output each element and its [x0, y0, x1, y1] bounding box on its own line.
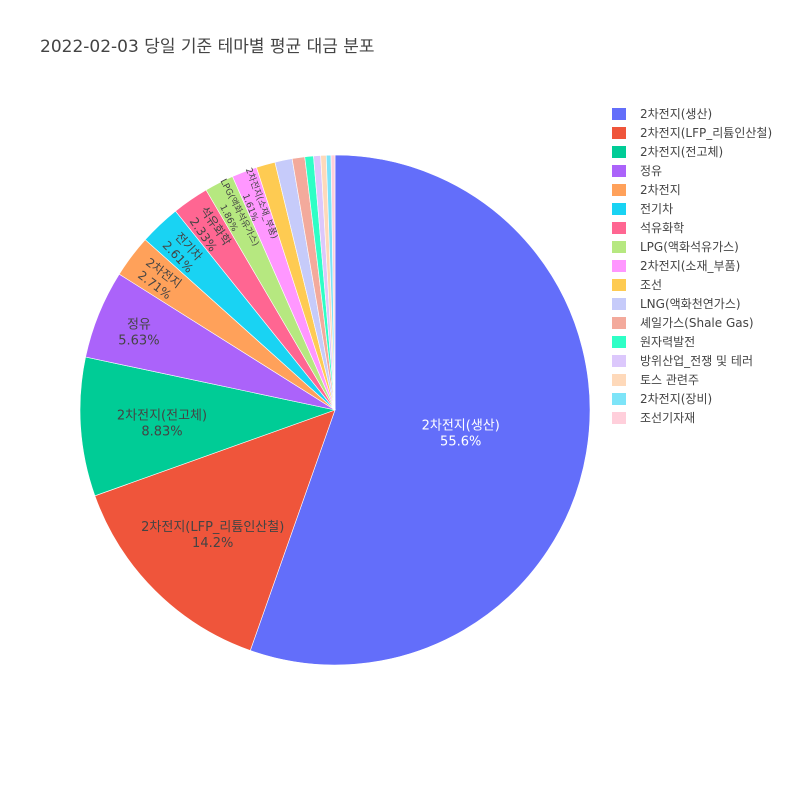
slice-label-name: 2차전지(전고체)	[117, 409, 207, 424]
legend-item[interactable]: 2차전지(장비)	[612, 389, 772, 408]
legend-swatch	[612, 126, 626, 139]
legend-label: 2차전지(장비)	[640, 392, 713, 406]
legend-swatch	[612, 107, 626, 120]
legend-item[interactable]: 원자력발전	[612, 332, 772, 351]
legend-item[interactable]: 2차전지	[612, 180, 772, 199]
legend-label: 방위산업_전쟁 및 테러	[640, 354, 753, 368]
legend-swatch	[612, 259, 626, 272]
legend-label: 셰일가스(Shale Gas)	[640, 316, 754, 330]
legend-item[interactable]: 2차전지(소재_부품)	[612, 256, 772, 275]
legend-label: 2차전지(소재_부품)	[640, 259, 741, 273]
slice-label-name: 정유	[127, 317, 151, 332]
slice-label-percent: 55.6%	[440, 435, 481, 450]
slice-label-2: 2차전지(전고체)8.83%	[117, 409, 207, 440]
legend-item[interactable]: 2차전지(LFP_리튬인산철)	[612, 123, 772, 142]
legend-swatch	[612, 183, 626, 196]
legend-swatch	[612, 278, 626, 291]
legend-item[interactable]: 조선	[612, 275, 772, 294]
legend-label: 정유	[640, 164, 663, 178]
legend-item[interactable]: 2차전지(생산)	[612, 104, 772, 123]
legend-item[interactable]: 셰일가스(Shale Gas)	[612, 313, 772, 332]
legend-item[interactable]: 방위산업_전쟁 및 테러	[612, 351, 772, 370]
slice-label-percent: 14.2%	[192, 536, 233, 551]
legend-swatch	[612, 202, 626, 215]
legend-label: LNG(액화천연가스)	[640, 297, 741, 311]
slice-label-0: 2차전지(생산)55.6%	[422, 419, 500, 450]
slice-label-3: 정유5.63%	[118, 317, 159, 348]
pie-slice-2[interactable]	[79, 356, 337, 497]
slice-label-name: 2차전지(LFP_리튬인산철)	[141, 520, 284, 535]
pie-slice-1[interactable]	[94, 409, 336, 651]
legend-item[interactable]: LPG(액화석유가스)	[612, 237, 772, 256]
legend-label: 조선기자재	[640, 411, 696, 425]
legend-swatch	[612, 221, 626, 234]
legend-swatch	[612, 392, 626, 405]
chart-title: 2022-02-03 당일 기준 테마별 평균 대금 분포	[40, 37, 375, 57]
slice-label-name: 2차전지(생산)	[422, 419, 500, 434]
legend-label: 2차전지(전고체)	[640, 145, 724, 159]
legend-swatch	[612, 411, 626, 424]
legend-label: 석유화학	[640, 221, 685, 235]
slice-label-percent: 8.83%	[141, 425, 182, 440]
pie-slice-16[interactable]	[330, 154, 336, 411]
legend-swatch	[612, 373, 626, 386]
legend-item[interactable]: 전기차	[612, 199, 772, 218]
legend-swatch	[612, 240, 626, 253]
legend-label: 원자력발전	[640, 335, 696, 349]
legend-label: 2차전지(LFP_리튬인산철)	[640, 126, 773, 140]
legend-swatch	[612, 145, 626, 158]
legend-label: 전기차	[640, 202, 674, 216]
slice-label-1: 2차전지(LFP_리튬인산철)14.2%	[141, 520, 284, 551]
legend-item[interactable]: 석유화학	[612, 218, 772, 237]
legend-item[interactable]: 조선기자재	[612, 408, 772, 427]
legend-swatch	[612, 354, 626, 367]
legend-swatch	[612, 316, 626, 329]
legend-item[interactable]: 2차전지(전고체)	[612, 142, 772, 161]
legend-label: 2차전지	[640, 183, 681, 197]
legend-item[interactable]: 정유	[612, 161, 772, 180]
legend-label: 조선	[640, 278, 663, 292]
legend-item[interactable]: LNG(액화천연가스)	[612, 294, 772, 313]
slice-label-percent: 5.63%	[118, 333, 159, 348]
legend-swatch	[612, 335, 626, 348]
legend-item[interactable]: 토스 관련주	[612, 370, 772, 389]
legend-swatch	[612, 164, 626, 177]
legend-swatch	[612, 297, 626, 310]
legend-label: LPG(액화석유가스)	[640, 240, 739, 254]
legend-label: 토스 관련주	[640, 373, 700, 387]
legend-label: 2차전지(생산)	[640, 107, 713, 121]
